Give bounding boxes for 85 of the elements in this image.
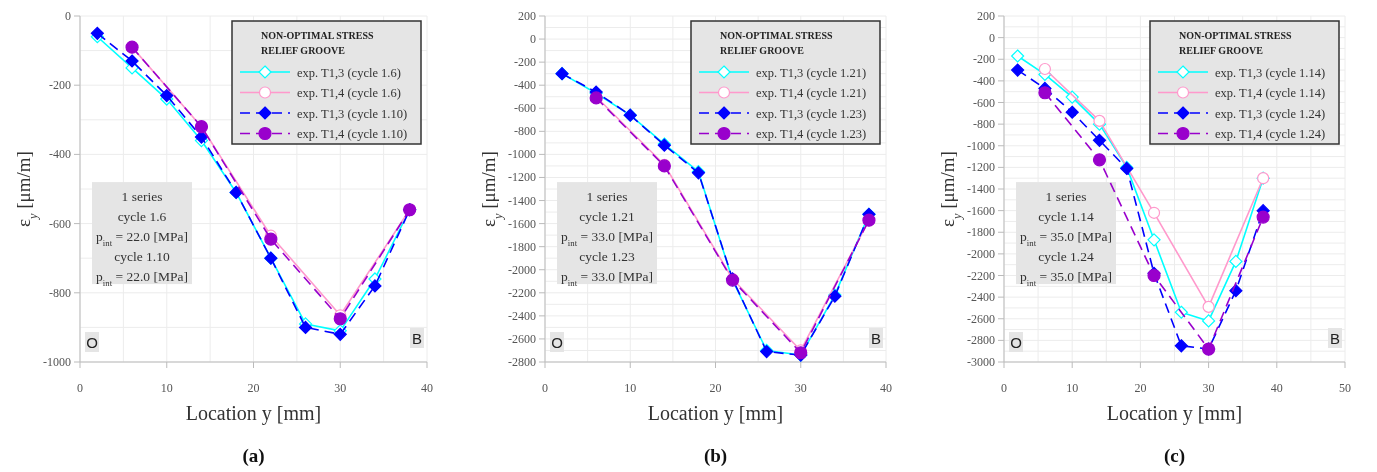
y-tick-label: -1400: [967, 182, 995, 196]
x-tick-label: 30: [1202, 381, 1215, 395]
text: (b): [703, 445, 728, 467]
legend-label: exp. T1,4 (cycle 1.14): [1215, 86, 1326, 100]
text: 1 series cycle 1.14 p$_{int}$ = 35.0 [MPa] cycle 1.24 p$_{int}$ = 35.0 [MPa]: [1020, 189, 1112, 289]
y-tick-label: -1800: [967, 225, 995, 240]
text: 1 series cycle 1.6 p$_{int}$ = 22.0 [MPa] cycle 1.10 p$_{int}$ = 22.0 [MPa]: [96, 189, 188, 289]
y-tick-label: -800: [49, 285, 71, 300]
text: (a): [242, 445, 265, 467]
y-tick-label: -600: [514, 101, 536, 116]
x-tick-label: 10: [624, 381, 637, 395]
text: 1 series cycle 1.21 p$_{int}$ = 33.0 [MPa] cycle 1.23 p$_{int}$ = 33.0 [MPa]: [561, 189, 653, 289]
y-tick-label: -200: [49, 78, 71, 93]
annotation: B: [411, 330, 423, 347]
x-axis-title: Location y [mm]: [185, 402, 322, 425]
x-tick-label: 30: [334, 381, 347, 395]
x-tick-label: 40: [421, 381, 433, 395]
y-tick-label: -400: [973, 73, 995, 88]
annotation: B: [1329, 330, 1341, 347]
x-tick-label: 20: [247, 381, 260, 395]
x-tick-label: 0: [542, 381, 548, 395]
y-tick-label: -400: [514, 78, 536, 93]
x-tick-label: 0: [77, 381, 83, 395]
x-tick-label: 10: [160, 381, 173, 395]
y-tick-label: -800: [973, 117, 995, 132]
x-tick-label: 20: [709, 381, 722, 395]
y-tick-label: -2400: [508, 308, 536, 323]
legend-label: exp. T1,4 (cycle 1.6): [297, 86, 401, 100]
legend-label: exp. T1,3 (cycle 1.6): [297, 65, 401, 80]
annotation: B: [870, 330, 882, 347]
y-tick-label: -2600: [967, 311, 995, 326]
y-tick-label: -1000: [508, 147, 536, 162]
y-tick-label: -1800: [508, 239, 536, 254]
y-tick-label: -1200: [508, 170, 536, 185]
y-tick-label: -2800: [508, 355, 536, 369]
y-tick-label: -2200: [967, 268, 995, 283]
legend-title: NON-OPTIMAL STRESS RELIEF GROOVE: [1179, 30, 1292, 56]
text: (c): [1163, 445, 1186, 467]
legend-label: exp. T1,3 (cycle 1.24): [1215, 106, 1326, 121]
y-tick-label: 0: [530, 32, 536, 47]
y-tick-label: -1200: [967, 160, 995, 175]
y-tick-label: -200: [514, 55, 536, 70]
y-tick-label: -600: [49, 216, 71, 231]
y-tick-label: -3000: [967, 355, 995, 369]
y-tick-label: -1000: [43, 355, 71, 369]
y-tick-label: -1600: [508, 216, 536, 231]
legend-label: exp. T1,3 (cycle 1.23): [756, 106, 867, 121]
legend-label: exp. T1,4 (cycle 1.23): [756, 127, 867, 141]
legend-label: exp. T1,3 (cycle 1.14): [1215, 65, 1326, 80]
y-tick-label: -200: [973, 52, 995, 67]
y-tick-label: -2000: [967, 246, 995, 261]
y-tick-label: -1600: [967, 203, 995, 218]
legend-label: exp. T1,4 (cycle 1.24): [1215, 127, 1326, 141]
annotation: O: [1010, 334, 1022, 351]
x-tick-label: 30: [794, 381, 807, 395]
legend-title: NON-OPTIMAL STRESS RELIEF GROOVE: [261, 30, 374, 56]
y-tick-label: -1400: [508, 193, 536, 208]
x-tick-label: 40: [1270, 381, 1283, 395]
y-tick-label: -400: [49, 147, 71, 162]
annotation: O: [551, 334, 563, 351]
x-tick-label: 50: [1339, 381, 1351, 395]
legend-title: NON-OPTIMAL STRESS RELIEF GROOVE: [720, 30, 833, 56]
annotation: O: [86, 334, 98, 351]
x-axis-title: Location y [mm]: [1106, 402, 1243, 425]
y-tick-label: -1000: [967, 138, 995, 153]
x-tick-label: 0: [1001, 381, 1007, 395]
y-tick-label: -2800: [967, 333, 995, 348]
legend-label: exp. T1,4 (cycle 1.10): [297, 127, 408, 141]
y-tick-label: -2000: [508, 262, 536, 277]
y-tick-label: -2400: [967, 290, 995, 305]
legend-label: exp. T1,3 (cycle 1.10): [297, 106, 408, 121]
y-tick-label: 200: [518, 9, 536, 23]
x-axis-title: Location y [mm]: [647, 402, 784, 425]
y-tick-label: -600: [973, 95, 995, 110]
legend-label: exp. T1,4 (cycle 1.21): [756, 86, 867, 100]
y-tick-label: -2600: [508, 331, 536, 346]
y-tick-label: -2200: [508, 285, 536, 300]
y-tick-label: -800: [514, 124, 536, 139]
y-tick-label: 200: [977, 9, 995, 23]
y-tick-label: 0: [989, 30, 995, 45]
legend-label: exp. T1,3 (cycle 1.21): [756, 65, 867, 80]
x-tick-label: 40: [880, 381, 892, 395]
x-tick-label: 10: [1066, 381, 1079, 395]
x-tick-label: 20: [1134, 381, 1147, 395]
y-tick-label: 0: [65, 9, 71, 23]
